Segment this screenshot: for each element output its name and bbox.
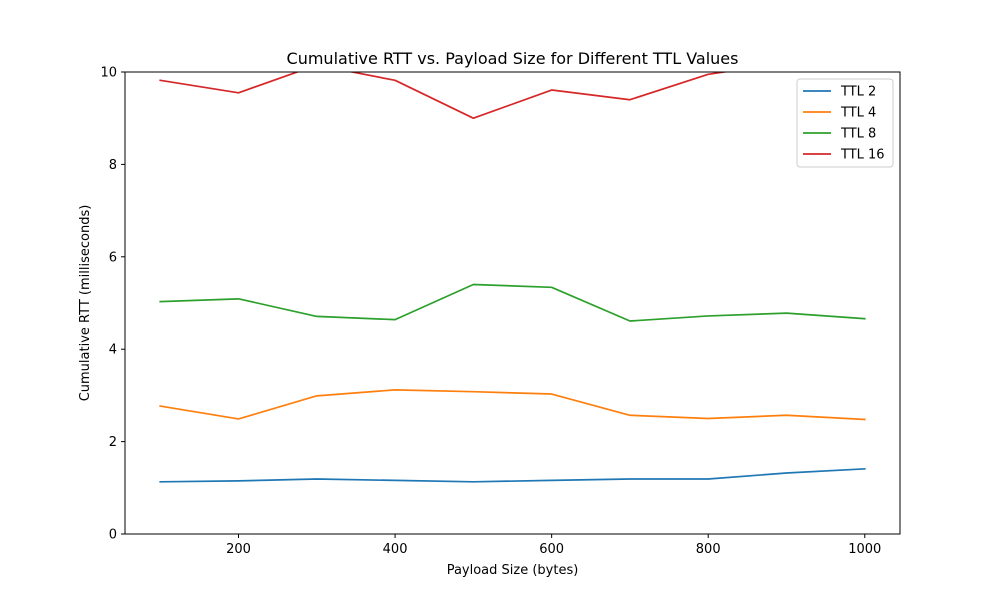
y-tick-label: 8 — [109, 158, 117, 173]
series-lines — [159, 72, 866, 483]
legend-label: TTL 2 — [840, 85, 876, 100]
chart-title: Cumulative RTT vs. Payload Size for Diff… — [287, 49, 739, 68]
x-tick-label: 400 — [383, 542, 408, 557]
y-tick-label: 0 — [109, 528, 117, 543]
x-tick-label: 600 — [539, 542, 564, 557]
series-line-ttl-2 — [159, 467, 866, 483]
y-axis-ticks: 0 2 4 6 8 10 — [100, 66, 125, 543]
legend-label: TTL 8 — [840, 127, 876, 142]
x-tick-label: 800 — [696, 542, 721, 557]
series-line-ttl-4 — [159, 389, 866, 421]
y-tick-label: 10 — [100, 66, 117, 81]
y-tick-label: 4 — [109, 343, 117, 358]
y-tick-label: 6 — [109, 250, 117, 265]
plot-frame — [124, 71, 901, 535]
legend-box — [796, 78, 894, 168]
y-axis-label: Cumulative RTT (milliseconds) — [78, 205, 93, 402]
legend-label: TTL 4 — [840, 106, 876, 121]
x-axis-label: Payload Size (bytes) — [447, 563, 579, 578]
series-line-ttl-8 — [159, 283, 866, 322]
legend-label: TTL 16 — [840, 148, 885, 163]
x-tick-label: 200 — [226, 542, 251, 557]
legend: TTL 2 TTL 4 TTL 8 TTL 16 — [796, 78, 894, 168]
x-tick-label: 1000 — [848, 542, 881, 557]
series-line-ttl-16 — [159, 72, 730, 120]
y-tick-label: 2 — [109, 435, 117, 450]
x-axis-ticks: 200 400 600 800 1000 — [226, 534, 881, 557]
